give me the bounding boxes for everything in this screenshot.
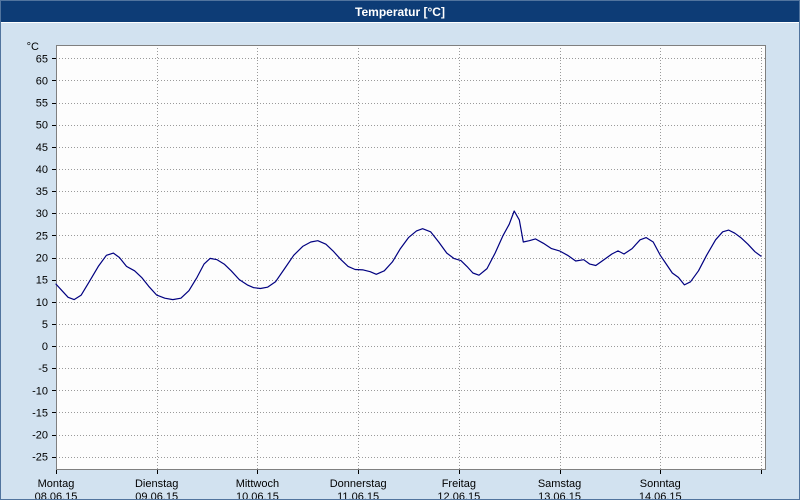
y-tick-label: -15 [32, 407, 48, 419]
y-tick-label: 25 [36, 230, 48, 242]
y-tick-label: 45 [36, 142, 48, 154]
window-title: Temperatur [°C] [355, 4, 445, 19]
y-tick-label: 65 [36, 53, 48, 65]
y-tick-label: -5 [38, 363, 48, 375]
y-tick-label: 0 [42, 341, 48, 353]
x-day-label: Dienstag [135, 478, 178, 490]
y-tick-label: 10 [36, 297, 48, 309]
x-date-label: 10.06.15 [236, 491, 279, 499]
y-tick-label: 5 [42, 319, 48, 331]
plot-frame [56, 45, 766, 470]
y-tick-label: -10 [32, 385, 48, 397]
y-tick-label: 35 [36, 186, 48, 198]
x-date-label: 11.06.15 [337, 491, 379, 499]
y-tick-label: 20 [36, 253, 48, 265]
x-day-label: Montag [38, 478, 75, 490]
chart-area: 65 60 55 50 45 40 35 30 25 20 15 10 5 0 -5 -10 -15 -20 -25… [1, 23, 799, 499]
x-date-label: 09.06.15 [135, 491, 178, 499]
y-tick-label: -25 [32, 452, 48, 464]
x-date-label: 13.06.15 [538, 491, 581, 499]
x-day-label: Donnerstag [330, 478, 387, 490]
title-bar[interactable]: Temperatur [°C] [1, 1, 799, 23]
y-tick-label: 40 [36, 164, 48, 176]
y-tick-label: 50 [36, 120, 48, 132]
x-date-label: 12.06.15 [437, 491, 480, 499]
temperature-line [55, 210, 762, 301]
x-day-label: Sonntag [640, 478, 681, 490]
plot-background [56, 45, 766, 470]
x-day-label: Mittwoch [236, 478, 279, 490]
x-day-label: Samstag [538, 478, 581, 490]
y-tick-label: -20 [32, 430, 48, 442]
y-axis-unit-label: °C [27, 41, 39, 53]
y-tick-label: 15 [36, 275, 48, 287]
x-date-label: 14.06.15 [639, 491, 682, 499]
temperature-chart: 65605550454035302520151050-5-10-15-20-25… [27, 41, 766, 499]
y-tick-label: 60 [36, 75, 48, 87]
y-tick-label: 55 [36, 98, 48, 110]
y-tick-label: 30 [36, 208, 48, 220]
x-day-label: Freitag [442, 478, 476, 490]
axis-ticks [52, 58, 762, 474]
gridlines [56, 45, 766, 470]
x-date-label: 08.06.15 [35, 491, 78, 499]
